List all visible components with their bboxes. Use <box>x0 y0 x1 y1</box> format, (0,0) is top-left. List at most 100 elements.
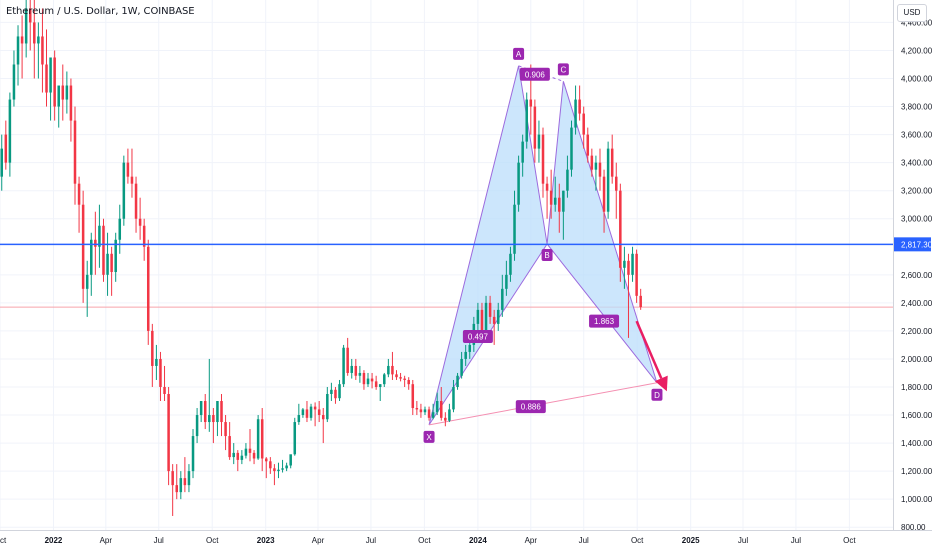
candle-down <box>305 401 309 423</box>
candle-up <box>566 155 569 198</box>
candle-body <box>358 372 362 376</box>
candle-down <box>346 337 349 376</box>
candle-body <box>252 452 256 459</box>
candle-down <box>627 253 630 338</box>
candle-up <box>464 344 467 366</box>
candle-up <box>0 134 4 191</box>
candle-up <box>195 408 199 444</box>
price-axis-panel[interactable] <box>893 0 932 550</box>
price-tick-label: 1,600.00 <box>901 411 932 420</box>
candle-body <box>216 401 219 423</box>
candle-down <box>130 148 134 198</box>
candle-body <box>435 401 439 413</box>
candle-body <box>265 458 268 462</box>
candle-down <box>33 0 36 79</box>
price-tick-label: 3,200.00 <box>901 187 932 196</box>
time-tick-label: Oct <box>206 536 219 545</box>
candle-down <box>415 401 419 416</box>
time-tick-label: 2023 <box>257 536 275 545</box>
candle-down <box>395 370 398 380</box>
candle-body <box>146 246 150 331</box>
candle-body <box>20 36 24 44</box>
candle-down <box>110 246 113 296</box>
candle-up <box>301 408 305 418</box>
point-label-text: X <box>426 433 432 442</box>
candle-down <box>236 450 240 472</box>
candle-body <box>586 134 590 156</box>
candle-body <box>98 225 101 247</box>
candle-body <box>179 478 183 493</box>
candle-up <box>289 454 292 469</box>
candle-up <box>85 260 89 317</box>
candle-body <box>309 406 313 418</box>
point-label-a: A <box>513 47 525 60</box>
candle-body <box>220 401 223 423</box>
candle-body <box>232 452 235 458</box>
candle-body <box>427 409 431 418</box>
candle-body <box>639 295 642 308</box>
candle-up <box>244 443 248 459</box>
candle-body <box>69 85 73 121</box>
candle-body <box>354 365 358 376</box>
candle-down <box>533 99 537 163</box>
candle-body <box>338 384 341 399</box>
candle-up <box>16 25 20 86</box>
candle-up <box>525 92 528 149</box>
candle-body <box>0 148 4 177</box>
currency-button[interactable]: USD <box>897 4 927 22</box>
candle-up <box>37 22 40 79</box>
pattern-triangle-xab <box>428 65 548 426</box>
candle-down <box>619 183 622 282</box>
price-tick-label: 2,000.00 <box>901 355 932 364</box>
candle-up <box>8 92 12 177</box>
candle-body <box>387 365 390 375</box>
candle-down <box>582 106 585 149</box>
candle-body <box>444 417 447 421</box>
point-label-bg <box>423 430 435 443</box>
candle-body <box>492 316 496 324</box>
time-axis-panel[interactable] <box>0 530 932 550</box>
candle-body <box>167 393 170 472</box>
time-axis-ticks: Oct 2022 Apr Jul Oct 2023 Apr Jul Oct 2024 Apr Jul O… <box>0 536 856 545</box>
price-axis-ticks: 800.00 1,000.00 1,200.00 1,400.00 1,600.00 1,… <box>901 18 932 532</box>
candle-down <box>265 457 268 479</box>
candle-body <box>342 347 345 385</box>
harmonic-pattern <box>428 65 658 426</box>
time-tick-label: Jul <box>154 536 164 545</box>
candle-body <box>293 422 297 455</box>
time-tick-label: Oct <box>0 536 7 545</box>
candle-body <box>130 176 134 184</box>
candle-up <box>350 358 353 379</box>
candle-down <box>138 197 142 240</box>
candle-body <box>224 422 227 437</box>
candle-body <box>533 106 537 149</box>
candle-body <box>574 99 577 128</box>
symbol-title[interactable]: Ethereum / U.S. Dollar, 1W, COINBASE <box>6 6 195 17</box>
candle-body <box>330 389 333 394</box>
candle-down <box>545 176 549 219</box>
candle-body <box>509 253 512 275</box>
candle-up <box>521 134 524 177</box>
candle-body <box>562 190 565 212</box>
candle-up <box>338 379 341 402</box>
candle-up <box>378 384 382 402</box>
candle-body <box>606 148 610 212</box>
candle-body <box>102 225 105 275</box>
candle-down <box>142 218 146 261</box>
candle-down <box>20 15 24 79</box>
candle-body <box>378 384 382 387</box>
candle-up <box>342 344 345 387</box>
time-tick-label: Apr <box>100 536 113 545</box>
candle-body <box>187 471 191 486</box>
ratio-label-text: 0.886 <box>521 403 542 412</box>
point-label-text: D <box>654 391 660 400</box>
candle-down <box>374 375 378 390</box>
candle-body <box>602 176 606 212</box>
candle-body <box>623 260 626 268</box>
time-tick-label: 2024 <box>469 536 487 545</box>
candle-up <box>623 246 626 289</box>
candle-body <box>228 436 231 458</box>
candle-up <box>256 415 260 460</box>
candle-body <box>301 409 305 416</box>
